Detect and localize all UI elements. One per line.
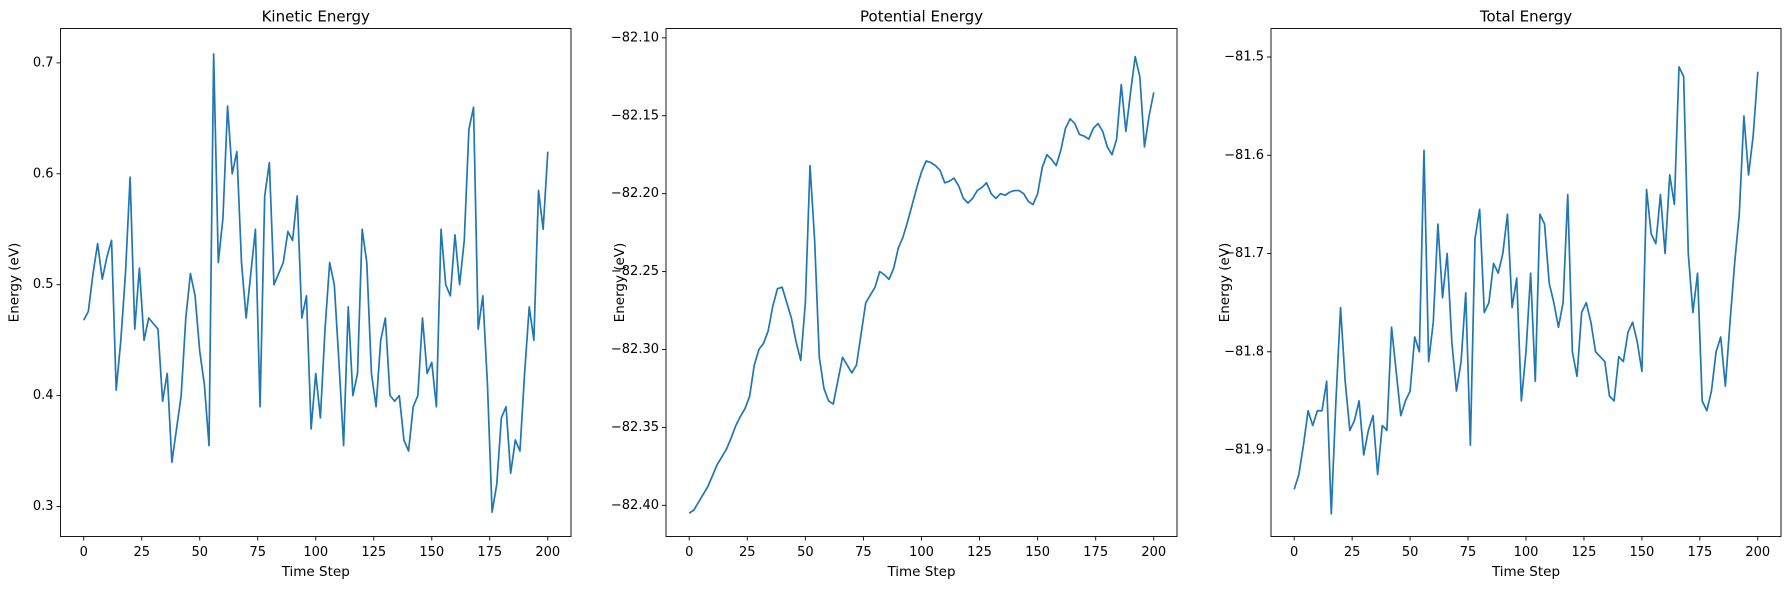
y-tick-label: 0.4	[33, 388, 54, 403]
series-line	[82, 53, 549, 513]
y-tick-label: −81.8	[1224, 344, 1264, 359]
chart-title: Kinetic Energy	[262, 8, 370, 26]
x-axis-label: Time Step	[886, 564, 955, 580]
y-tick-label: 0.6	[33, 166, 54, 181]
x-tick-label: 100	[303, 545, 328, 560]
x-tick-label: 125	[967, 545, 992, 560]
y-tick-label: −82.20	[611, 186, 659, 201]
y-axis-label: Energy (eV)	[1217, 243, 1233, 323]
x-tick-label: 150	[1025, 545, 1050, 560]
plot-frame	[60, 28, 572, 537]
x-tick-label: 0	[685, 545, 693, 560]
x-tick-label: 100	[1514, 545, 1539, 560]
x-tick-label: 150	[1629, 545, 1654, 560]
y-tick-label: −82.15	[611, 108, 659, 123]
y-tick-label: 0.7	[33, 55, 54, 70]
x-tick-label: 125	[361, 545, 386, 560]
x-tick-label: 0	[1290, 545, 1298, 560]
x-tick-label: 200	[1745, 545, 1770, 560]
y-tick-label: −82.10	[611, 30, 659, 45]
y-axis-label: Energy (eV)	[612, 243, 628, 323]
x-tick-label: 50	[191, 545, 208, 560]
x-axis-label: Time Step	[1491, 564, 1560, 580]
y-tick-label: −82.25	[611, 264, 659, 279]
y-tick-label: −81.5	[1224, 49, 1264, 64]
x-tick-label: 150	[419, 545, 444, 560]
y-tick-label: −81.7	[1224, 246, 1264, 261]
y-tick-label: −81.9	[1224, 443, 1264, 458]
x-tick-label: 25	[1344, 545, 1361, 560]
y-tick-label: −82.35	[611, 420, 659, 435]
x-tick-label: 200	[1141, 545, 1166, 560]
y-tick-label: −82.40	[611, 498, 659, 513]
y-axis-label: Energy (eV)	[7, 243, 23, 323]
y-tick-label: 0.5	[33, 277, 54, 292]
x-tick-label: 75	[855, 545, 872, 560]
chart-title: Potential Energy	[860, 8, 983, 26]
x-tick-label: 50	[797, 545, 814, 560]
plot-frame	[665, 28, 1178, 537]
y-tick-label: −81.6	[1224, 148, 1264, 163]
y-tick-label: −82.30	[611, 342, 659, 357]
x-tick-label: 175	[1083, 545, 1108, 560]
x-tick-label: 50	[1402, 545, 1419, 560]
x-tick-label: 75	[1460, 545, 1477, 560]
y-tick-label: 0.3	[33, 499, 54, 514]
x-tick-label: 175	[1687, 545, 1712, 560]
chart-title: Total Energy	[1479, 8, 1572, 26]
x-tick-label: 25	[739, 545, 756, 560]
x-tick-label: 0	[80, 545, 88, 560]
x-tick-label: 125	[1572, 545, 1597, 560]
x-tick-label: 75	[249, 545, 266, 560]
x-tick-label: 25	[133, 545, 150, 560]
x-axis-label: Time Step	[281, 564, 350, 580]
plot-frame	[1270, 28, 1782, 537]
series-line	[1293, 65, 1759, 515]
x-tick-label: 200	[535, 545, 560, 560]
series-line	[688, 55, 1155, 514]
x-tick-label: 175	[477, 545, 502, 560]
x-tick-label: 100	[909, 545, 934, 560]
